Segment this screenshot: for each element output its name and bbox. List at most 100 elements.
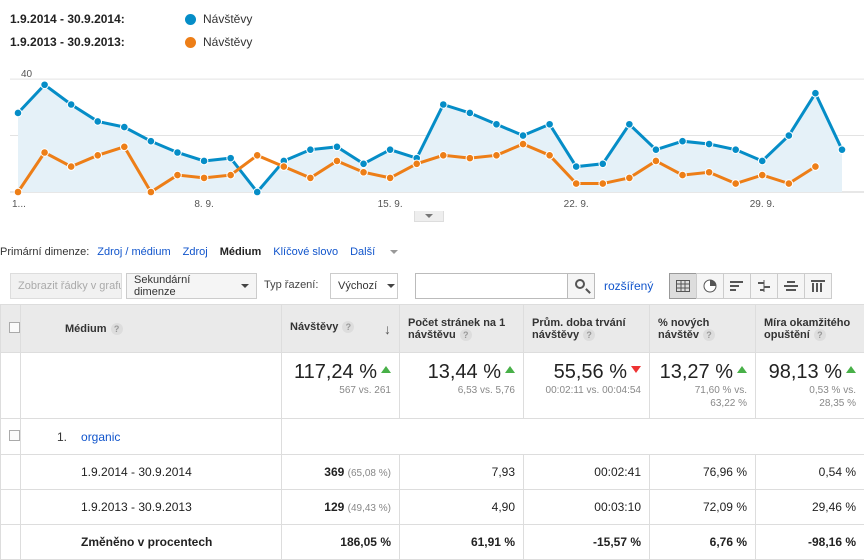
help-icon[interactable]: ?	[459, 328, 472, 341]
help-icon[interactable]: ?	[110, 322, 123, 335]
header-visits[interactable]: Návštěvy? ↓	[281, 304, 400, 353]
sort-type-dropdown[interactable]: Výchozí	[330, 273, 398, 299]
data-point-current	[359, 159, 368, 169]
row-date-range: 1.9.2014 - 30.9.2014	[20, 454, 282, 490]
header-medium[interactable]: Médium?	[20, 304, 282, 353]
data-point-current	[252, 187, 262, 197]
pie-view-icon	[703, 279, 717, 293]
plot-rows-button[interactable]: Zobrazit řádky v grafu	[10, 273, 122, 299]
help-icon[interactable]: ?	[813, 328, 826, 341]
change-duration: -15,57 %	[523, 524, 650, 560]
performance-view-button[interactable]	[723, 273, 751, 299]
term-cloud-view-button[interactable]	[777, 273, 805, 299]
header-pages-per-visit[interactable]: Počet stránek na 1 návštěvu?	[399, 304, 524, 353]
help-icon[interactable]: ?	[342, 320, 355, 333]
medium-link-organic[interactable]: organic	[81, 429, 121, 444]
secondary-dimension-dropdown[interactable]: Sekundární dimenze	[126, 273, 257, 299]
header-new-label: % nových návštěv	[658, 316, 710, 341]
total-visits-sub: 567 vs. 261	[339, 385, 391, 396]
total-bounce: 98,13 % 0,53 % vs. 28,35 %	[755, 352, 864, 419]
data-point-previous	[465, 153, 475, 163]
advanced-filter-link[interactable]: rozšířený	[604, 279, 654, 293]
totals-empty	[20, 352, 282, 419]
dimension-source[interactable]: Zdroj	[182, 246, 208, 258]
row-visits-pct: (49,43 %)	[347, 503, 391, 514]
legend-name-current[interactable]: Návštěvy	[203, 12, 253, 26]
legend-range-previous: 1.9.2013 - 30.9.2013:	[10, 35, 125, 49]
search-button[interactable]	[567, 273, 595, 299]
dimension-medium[interactable]: Médium	[219, 246, 262, 258]
dimension-source-medium[interactable]: Zdroj / médium	[97, 246, 171, 258]
arrow-up-icon	[737, 366, 747, 374]
totals-empty	[0, 352, 21, 419]
data-point-current	[731, 145, 740, 154]
data-point-previous	[757, 170, 767, 180]
data-point-current	[146, 136, 156, 146]
pivot-view-button[interactable]	[804, 273, 832, 299]
performance-view-icon	[730, 281, 743, 291]
table-row: 1.9.2013 - 30.9.2013 129 (49,43 %) 4,90 …	[0, 489, 864, 525]
chart-collapse-handle[interactable]	[414, 211, 444, 222]
comparison-view-button[interactable]	[750, 273, 778, 299]
help-icon[interactable]: ?	[583, 328, 596, 341]
legend-previous: 1.9.2013 - 30.9.2013: Návštěvy	[10, 33, 252, 51]
header-new-visits[interactable]: % nových návštěv?	[649, 304, 756, 353]
total-visits-value: 117,24 %	[293, 361, 377, 383]
row-visits: 129 (49,43 %)	[281, 489, 400, 525]
header-avg-duration[interactable]: Prům. doba trvání návštěvy?	[523, 304, 650, 353]
x-tick-label: 1...	[12, 199, 26, 210]
row-checkbox[interactable]	[9, 429, 20, 441]
select-all-cell	[0, 304, 21, 353]
data-point-current	[40, 80, 49, 90]
header-bounce-rate[interactable]: Míra okamžitého opuštění?	[755, 304, 864, 353]
data-point-previous	[704, 167, 714, 177]
data-point-previous	[332, 156, 342, 166]
data-point-previous	[252, 151, 262, 160]
total-bounce-value: 98,13 %	[768, 361, 842, 383]
select-all-checkbox[interactable]	[9, 321, 20, 333]
data-point-current	[120, 122, 129, 132]
total-new: 13,27 % 71,60 % vs. 63,22 %	[649, 352, 756, 419]
dimension-keyword[interactable]: Klíčové slovo	[273, 246, 339, 258]
data-point-current	[93, 117, 103, 126]
data-point-current	[385, 145, 395, 154]
table-view-button[interactable]	[669, 273, 697, 299]
group-empty	[281, 418, 864, 455]
totals-row: 117,24 % 567 vs. 261 13,44 % 6,53 vs. 5,…	[0, 352, 864, 419]
term-cloud-view-icon	[784, 281, 798, 291]
data-point-current	[226, 153, 235, 163]
row-date-range: 1.9.2013 - 30.9.2013	[20, 489, 282, 525]
legend-range-current: 1.9.2014 - 30.9.2014:	[10, 12, 125, 26]
total-bounce-sub1: 0,53 % vs.	[809, 385, 856, 396]
legend-name-previous[interactable]: Návštěvy	[203, 35, 253, 49]
data-point-current	[571, 162, 581, 171]
legend-dot-current	[185, 13, 196, 25]
change-pages: 61,91 %	[399, 524, 524, 560]
table-view-icon	[676, 280, 690, 292]
x-tick-label: 15. 9.	[378, 199, 403, 210]
help-icon[interactable]: ?	[702, 328, 715, 341]
data-point-previous	[598, 179, 608, 188]
primary-dimension-bar: Primární dimenze: Zdroj / médium Zdroj M…	[0, 244, 422, 260]
table-toolbar: Zobrazit řádky v grafu Sekundární dimenz…	[0, 270, 864, 302]
data-point-current	[438, 100, 448, 109]
total-new-sub1: 71,60 % vs.	[694, 385, 747, 396]
visits-line-chart[interactable]: 40201...8. 9.15. 9.22. 9.29. 9.	[0, 55, 864, 215]
data-point-previous	[199, 173, 209, 183]
table-header-row: Médium? Návštěvy? ↓ Počet stránek na 1 ná…	[0, 304, 864, 353]
chevron-down-icon	[387, 284, 396, 288]
data-point-previous	[518, 139, 528, 149]
row-empty	[0, 524, 21, 560]
y-tick-label: 40	[21, 69, 33, 80]
total-duration-sub: 00:02:11 vs. 00:04:54	[545, 385, 641, 396]
pie-view-button[interactable]	[696, 273, 724, 299]
total-new-sub2: 63,22 %	[710, 398, 747, 409]
table-search-input[interactable]	[415, 273, 568, 299]
chevron-down-icon	[390, 250, 399, 255]
data-point-current	[598, 159, 608, 169]
change-label: Změněno v procentech	[20, 524, 282, 560]
dimension-more-label: Další	[350, 246, 376, 258]
row-visits: 369 (65,08 %)	[281, 454, 400, 490]
dimension-more[interactable]: Další	[350, 246, 410, 258]
data-point-previous	[492, 151, 501, 160]
